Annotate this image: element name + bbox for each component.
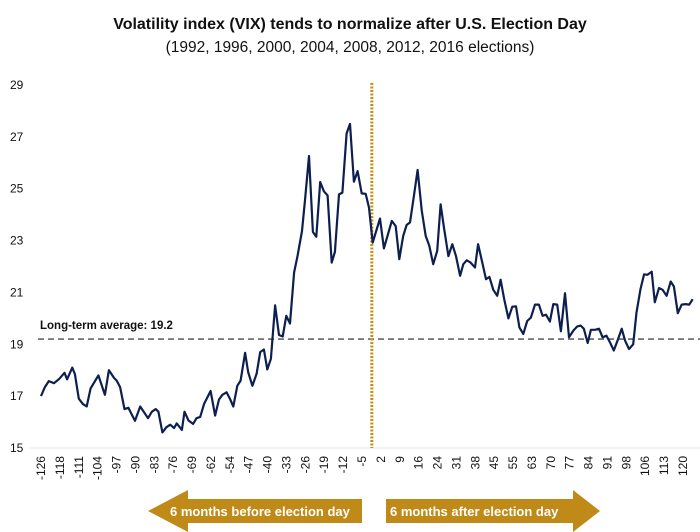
x-tick-label: 91 [600,456,614,470]
x-tick-label: 55 [506,456,520,470]
y-tick-label: 29 [10,78,24,92]
before-arrow-label: 6 months before election day [170,504,351,519]
x-tick-label: -19 [317,456,331,474]
chart-title: Volatility index (VIX) tends to normaliz… [113,16,587,33]
x-tick-label: 24 [431,456,445,470]
y-axis: 15 17 19 21 23 25 27 29 [10,78,700,455]
x-tick-label: 16 [412,456,426,470]
x-tick-label: 63 [525,456,539,470]
x-tick-label: 70 [544,456,558,470]
x-tick-label: 113 [657,456,671,475]
x-tick-label: -40 [261,456,275,474]
x-tick-label: -62 [204,456,218,474]
y-tick-label: 15 [10,441,24,455]
y-tick-label: 25 [10,182,24,196]
x-tick-label: -69 [185,456,199,474]
left-arrow-shape [148,490,362,532]
x-tick-label: 98 [619,456,633,470]
long-term-average-label: Long-term average: 19.2 [40,320,173,332]
after-arrow-label: 6 months after election day [390,504,559,519]
x-tick-label: 38 [468,456,482,470]
x-tick-label: 45 [487,456,501,470]
x-tick-label: -104 [91,456,105,480]
before-election-arrow: 6 months before election day [148,490,362,532]
x-tick-label: 2 [374,456,388,463]
right-arrow-shape [386,490,600,532]
x-tick-label: -76 [166,456,180,474]
y-tick-label: 23 [10,234,24,248]
y-tick-label: 21 [10,285,24,299]
x-tick-label: 31 [449,456,463,470]
y-tick-label: 17 [10,389,24,403]
x-tick-label: 77 [563,456,577,470]
x-tick-label: -33 [279,456,293,474]
x-tick-label: -47 [242,456,256,474]
data-points [40,123,693,433]
x-tick-label: -118 [53,456,67,479]
x-tick-label: -126 [34,456,48,480]
vix-series-line [39,122,694,434]
x-tick-label: 84 [582,456,596,470]
x-tick-label: 120 [676,456,690,476]
x-tick-label: -5 [355,456,369,467]
y-tick-label: 27 [10,130,24,144]
x-tick-label: -83 [147,456,161,474]
x-tick-label: 9 [393,456,407,463]
x-tick-label: -12 [336,456,350,474]
x-tick-label: -90 [128,456,142,474]
x-tick-label: -111 [72,456,86,479]
x-tick-label: -97 [110,456,124,474]
chart-subtitle: (1992, 1996, 2000, 2004, 2008, 2012, 201… [165,39,535,56]
after-election-arrow: 6 months after election day [386,490,600,532]
x-axis: -126 -118 -111 -104 -97 -90 -83 -76 -69 -62 -54 -47… [34,456,690,480]
x-tick-label: 106 [638,456,652,476]
x-tick-label: -26 [298,456,312,474]
x-tick-label: -54 [223,456,237,474]
y-tick-label: 19 [10,337,24,351]
